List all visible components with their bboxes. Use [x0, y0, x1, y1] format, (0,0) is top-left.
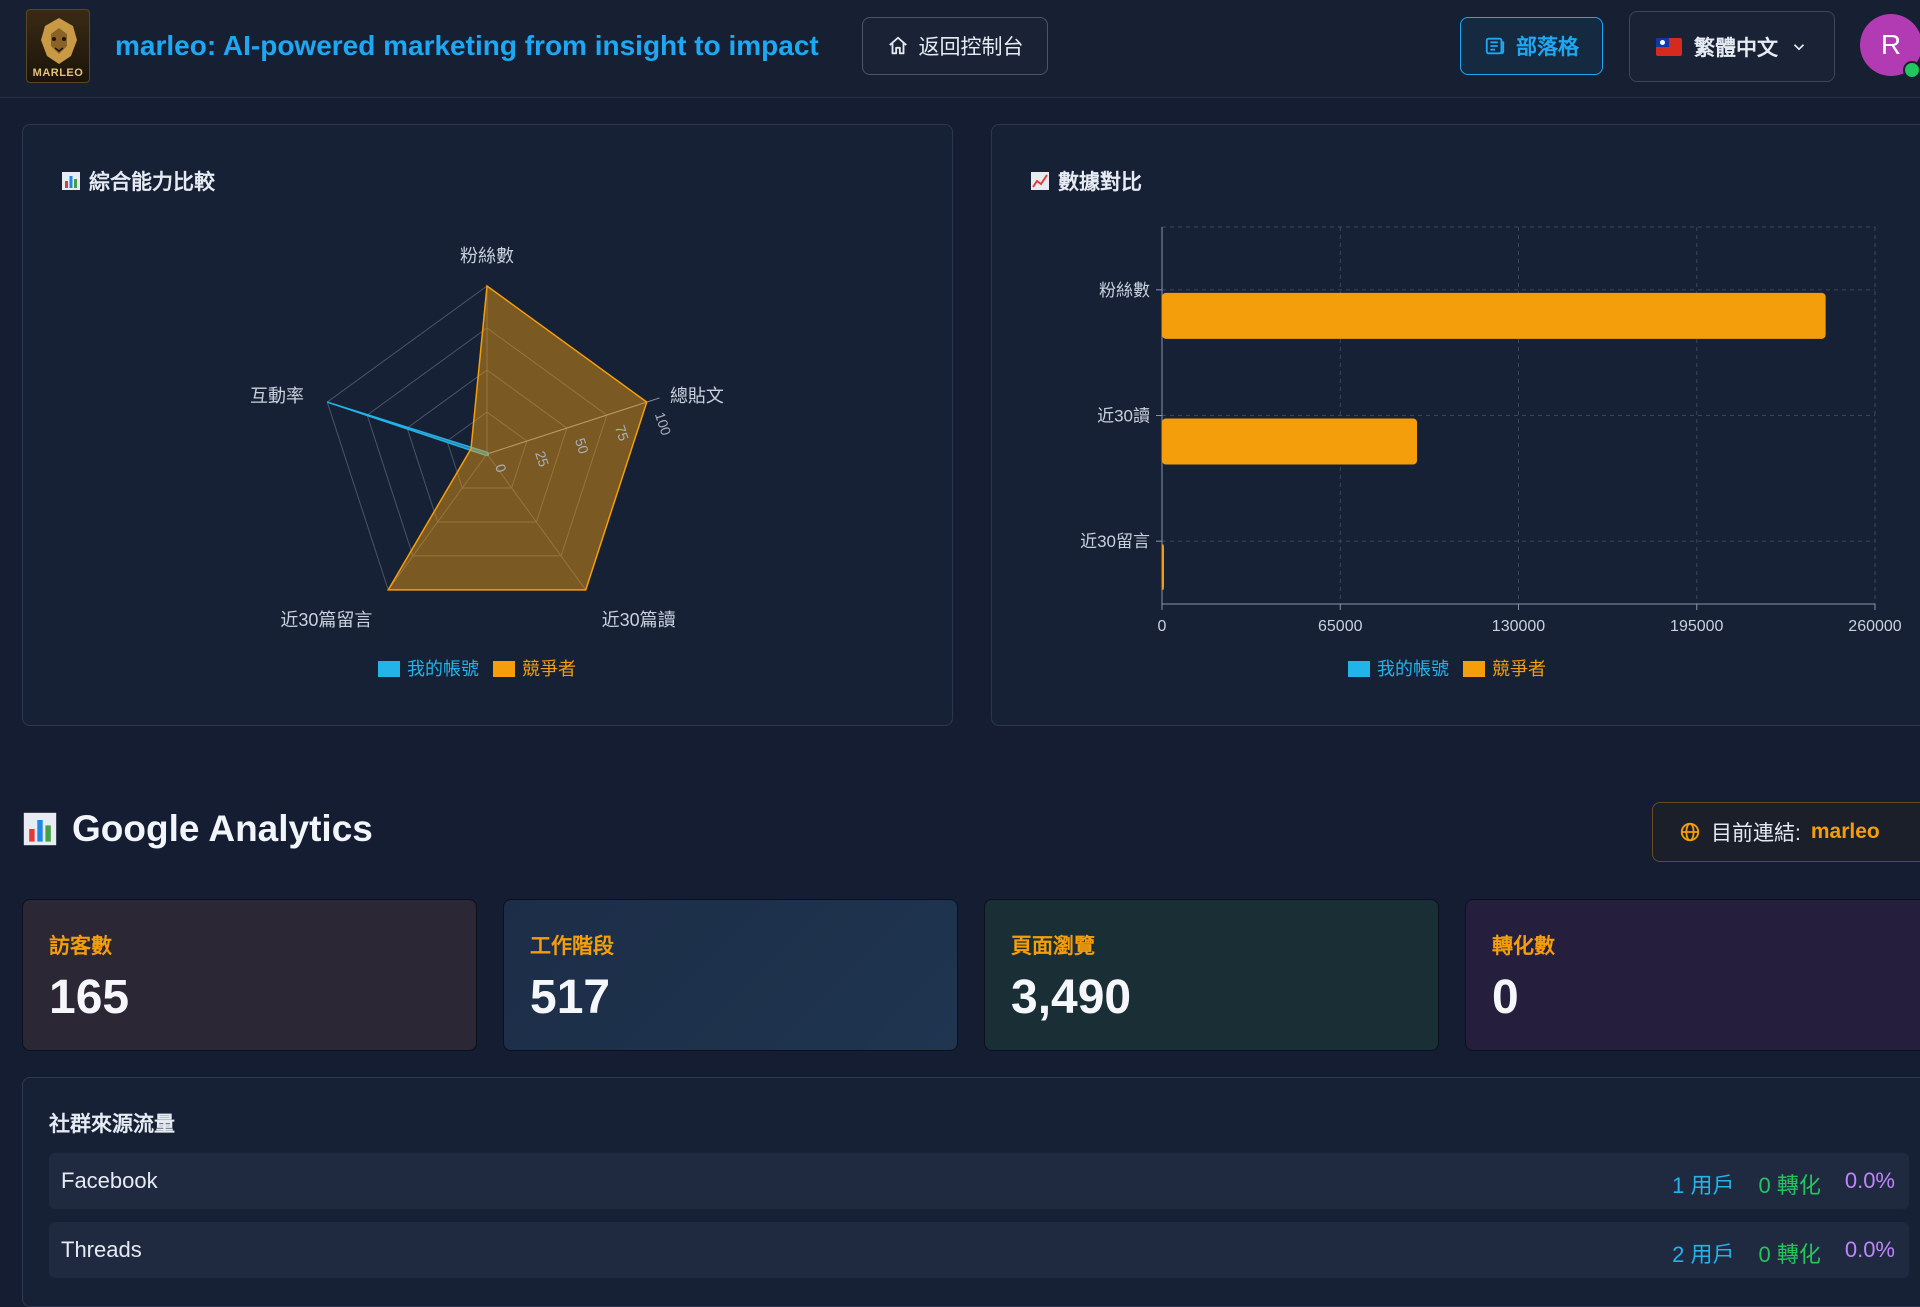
bar-mark — [1162, 544, 1164, 591]
stat-value: 165 — [49, 971, 130, 1024]
taiwan-flag-icon — [1656, 37, 1682, 56]
radar-axis-label: 互動率 — [250, 386, 304, 406]
radar-grid-ring — [446, 411, 528, 489]
bar-mark — [1162, 292, 1826, 339]
bar-panel-title: 數據對比 — [1030, 166, 1142, 196]
bar-xtick-label: 0 — [1158, 618, 1167, 635]
blog-button[interactable]: 部落格 — [1460, 17, 1603, 75]
source-name: Facebook — [61, 1168, 158, 1193]
legend-label: 我的帳號 — [1377, 659, 1449, 679]
stat-value: 3,490 — [1011, 971, 1132, 1024]
bar-category-label: 粉絲數 — [1099, 281, 1150, 300]
online-status-dot — [1903, 61, 1920, 79]
app-title[interactable]: marleo: AI-powered marketing from insigh… — [115, 30, 819, 61]
source-rate: 0.0% — [1844, 1168, 1895, 1193]
back-to-dashboard-button[interactable]: 返回控制台 — [862, 17, 1048, 75]
trend-chart-icon — [1031, 172, 1049, 190]
marleo-logo[interactable]: MARLEO — [26, 9, 90, 83]
legend-swatch — [493, 661, 515, 677]
back-to-dashboard-label: 返回控制台 — [918, 36, 1024, 59]
radar-tick-label: 100 — [652, 410, 675, 437]
ga-title-text: Google Analytics — [72, 808, 373, 849]
bar-xtick-label: 130000 — [1492, 618, 1545, 635]
radar-chart-panel: 綜合能力比較 0 25 50 75 100 粉絲數 總貼文 近30篇讀 近30篇留言 互動率 我的帳… — [22, 124, 953, 726]
source-users: 2 用戶 — [1672, 1242, 1735, 1267]
stat-label: 轉化數 — [1492, 935, 1555, 958]
legend-swatch — [1463, 661, 1485, 677]
ga-section-title: Google Analytics — [22, 808, 373, 850]
legend-label: 競爭者 — [522, 659, 576, 679]
radar-tick-label: 50 — [572, 436, 592, 456]
stat-card-pageviews: 頁面瀏覽 3,490 — [984, 899, 1439, 1051]
source-users: 1 用戶 — [1672, 1173, 1735, 1198]
globe-icon — [1680, 822, 1700, 842]
logo-text: MARLEO — [32, 67, 84, 79]
bar-category-label: 近30讀 — [1097, 407, 1150, 426]
source-name: Threads — [61, 1237, 142, 1262]
legend-swatch — [378, 661, 400, 677]
radar-spoke — [486, 453, 587, 591]
radar-grid-ring — [406, 369, 568, 523]
social-traffic-title: 社群來源流量 — [49, 1113, 175, 1136]
stat-card-sessions: 工作階段 517 — [503, 899, 958, 1051]
language-select[interactable]: 繁體中文 — [1629, 11, 1835, 82]
language-label: 繁體中文 — [1694, 36, 1778, 60]
bar-chart-icon — [23, 812, 57, 846]
radar-series-area — [326, 401, 490, 457]
radar-spoke — [387, 453, 488, 591]
list-item[interactable]: Facebook 1 用戶 0 轉化 0.0% — [49, 1153, 1909, 1209]
blog-label: 部落格 — [1516, 36, 1579, 59]
legend-label: 競爭者 — [1492, 659, 1546, 679]
connection-account: marleo — [1810, 820, 1880, 843]
bar-chart-icon — [62, 172, 80, 190]
stat-value: 0 — [1492, 971, 1519, 1024]
newspaper-icon — [1485, 37, 1505, 55]
bar-mark — [1162, 418, 1418, 465]
bar-xtick-label: 260000 — [1848, 618, 1901, 635]
radar-tick-label: 75 — [612, 423, 632, 443]
bar-xtick-label: 65000 — [1318, 618, 1363, 635]
radar-panel-title: 綜合能力比較 — [61, 166, 215, 196]
list-item[interactable]: Threads 2 用戶 0 轉化 0.0% — [49, 1222, 1909, 1278]
home-icon — [888, 36, 907, 55]
radar-title-text: 綜合能力比較 — [89, 171, 215, 194]
lion-logo-icon — [41, 18, 77, 64]
radar-axis-label: 近30篇留言 — [280, 610, 372, 630]
stat-label: 頁面瀏覽 — [1011, 935, 1095, 958]
stat-label: 工作階段 — [530, 935, 614, 958]
stat-label: 訪客數 — [49, 935, 112, 958]
bar-xtick-label: 195000 — [1670, 618, 1723, 635]
top-header: MARLEO marleo: AI-powered marketing from… — [0, 0, 1920, 98]
radar-axis-label: 總貼文 — [670, 386, 724, 406]
radar-axis-label: 近30篇讀 — [602, 610, 676, 630]
social-traffic-panel: 社群來源流量 Facebook 1 用戶 0 轉化 0.0% Threads 2… — [22, 1077, 1920, 1307]
radar-axis-label: 粉絲數 — [460, 246, 514, 266]
radar-grid-ring — [366, 327, 608, 557]
source-conversions: 0 轉化 — [1758, 1173, 1821, 1198]
connection-label: 目前連結: — [1711, 822, 1801, 845]
connection-status[interactable]: 目前連結: marleo — [1652, 802, 1920, 862]
bar-chart[interactable]: 0 65000 130000 195000 260000 粉絲數近30讀近30留言我的帳號… — [992, 125, 1920, 727]
radar-series-area — [386, 284, 648, 591]
legend-label: 我的帳號 — [407, 659, 479, 679]
legend-swatch — [1348, 661, 1370, 677]
stat-card-conversions: 轉化數 0 — [1465, 899, 1920, 1051]
bar-title-text: 數據對比 — [1058, 171, 1142, 194]
stat-card-visitors: 訪客數 165 — [22, 899, 477, 1051]
stat-value: 517 — [530, 971, 611, 1024]
source-rate: 0.0% — [1844, 1237, 1895, 1262]
bar-category-label: 近30留言 — [1080, 532, 1150, 551]
radar-tick-label: 25 — [532, 449, 552, 469]
radar-tick-axis — [486, 397, 660, 455]
chevron-down-icon — [1793, 43, 1805, 50]
bar-chart-panel: 數據對比 0 65000 130000 195000 260000 粉絲數近30讀近30留… — [991, 124, 1920, 726]
source-conversions: 0 轉化 — [1758, 1242, 1821, 1267]
